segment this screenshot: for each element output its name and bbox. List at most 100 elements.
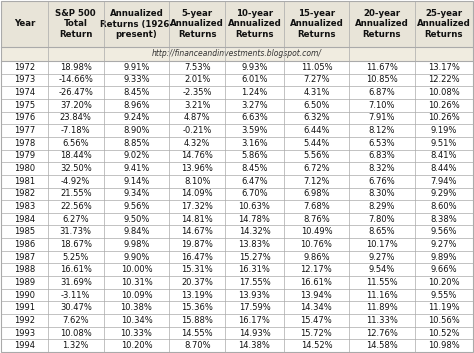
- Text: 1990: 1990: [14, 291, 35, 300]
- Text: 1973: 1973: [14, 76, 35, 84]
- Bar: [1, 301, 473, 314]
- Bar: [1, 276, 473, 289]
- Text: 6.70%: 6.70%: [241, 189, 268, 198]
- Bar: [1, 200, 473, 213]
- Bar: [1, 99, 473, 112]
- Text: 12.22%: 12.22%: [428, 76, 460, 84]
- Text: 1979: 1979: [14, 151, 35, 160]
- Text: 20-year
Annualized
Returns: 20-year Annualized Returns: [355, 9, 409, 39]
- Text: 9.56%: 9.56%: [123, 202, 150, 211]
- Text: 1987: 1987: [14, 253, 35, 262]
- Text: 13.94%: 13.94%: [301, 291, 332, 300]
- Text: 1989: 1989: [14, 278, 35, 287]
- Bar: [1, 213, 473, 226]
- Text: 10.09%: 10.09%: [121, 291, 152, 300]
- Text: 10.52%: 10.52%: [428, 329, 460, 337]
- Text: 10.76%: 10.76%: [301, 240, 332, 249]
- Text: 7.53%: 7.53%: [184, 63, 210, 72]
- Text: 7.80%: 7.80%: [369, 215, 395, 224]
- Text: 9.29%: 9.29%: [430, 189, 457, 198]
- Text: 9.27%: 9.27%: [369, 253, 395, 262]
- Text: 5-year
Annualized
Returns: 5-year Annualized Returns: [170, 9, 224, 39]
- Bar: [1, 61, 473, 74]
- Text: 16.47%: 16.47%: [182, 253, 213, 262]
- Text: 1994: 1994: [14, 341, 35, 350]
- Text: 13.83%: 13.83%: [238, 240, 271, 249]
- Text: 10.85%: 10.85%: [366, 76, 398, 84]
- Text: 1980: 1980: [14, 164, 35, 173]
- Text: 10.08%: 10.08%: [60, 329, 91, 337]
- Text: 11.67%: 11.67%: [366, 63, 398, 72]
- Text: 1978: 1978: [14, 139, 35, 148]
- Text: 14.52%: 14.52%: [301, 341, 332, 350]
- Text: 10.26%: 10.26%: [428, 113, 460, 122]
- Text: 1974: 1974: [14, 88, 35, 97]
- Text: 15.88%: 15.88%: [182, 316, 213, 325]
- Text: 10.56%: 10.56%: [428, 316, 460, 325]
- Text: 9.55%: 9.55%: [430, 291, 457, 300]
- Text: 9.34%: 9.34%: [123, 189, 150, 198]
- Text: 22.56%: 22.56%: [60, 202, 91, 211]
- Text: S&P 500
Total
Return: S&P 500 Total Return: [55, 9, 96, 39]
- Text: -7.18%: -7.18%: [61, 126, 91, 135]
- Text: 9.66%: 9.66%: [430, 265, 457, 274]
- Text: 1984: 1984: [14, 215, 35, 224]
- Text: 16.17%: 16.17%: [238, 316, 271, 325]
- Text: 14.09%: 14.09%: [182, 189, 213, 198]
- Text: 9.98%: 9.98%: [123, 240, 150, 249]
- Text: 14.32%: 14.32%: [238, 227, 270, 236]
- Text: 6.01%: 6.01%: [241, 76, 268, 84]
- Text: 1993: 1993: [14, 329, 35, 337]
- Text: 1983: 1983: [14, 202, 35, 211]
- Text: 8.30%: 8.30%: [369, 189, 395, 198]
- Text: 9.02%: 9.02%: [123, 151, 150, 160]
- Text: 6.47%: 6.47%: [241, 177, 268, 186]
- Text: 17.59%: 17.59%: [238, 303, 270, 312]
- Text: 10.17%: 10.17%: [366, 240, 398, 249]
- Bar: [1, 74, 473, 86]
- Text: 13.96%: 13.96%: [182, 164, 213, 173]
- Text: 1.24%: 1.24%: [241, 88, 268, 97]
- Text: 3.59%: 3.59%: [241, 126, 268, 135]
- Text: 9.41%: 9.41%: [123, 164, 150, 173]
- Bar: [1, 238, 473, 251]
- Text: 6.44%: 6.44%: [303, 126, 330, 135]
- Bar: [1, 289, 473, 301]
- Text: 6.76%: 6.76%: [368, 177, 395, 186]
- Bar: [1, 47, 473, 61]
- Text: 8.76%: 8.76%: [303, 215, 330, 224]
- Bar: [1, 339, 473, 352]
- Text: 8.44%: 8.44%: [430, 164, 457, 173]
- Text: 7.91%: 7.91%: [369, 113, 395, 122]
- Text: 21.55%: 21.55%: [60, 189, 91, 198]
- Text: 12.76%: 12.76%: [366, 329, 398, 337]
- Text: 1982: 1982: [14, 189, 35, 198]
- Bar: [1, 226, 473, 238]
- Text: 10.33%: 10.33%: [120, 329, 153, 337]
- Text: -2.35%: -2.35%: [182, 88, 212, 97]
- Text: 9.50%: 9.50%: [123, 215, 150, 224]
- Text: 8.70%: 8.70%: [184, 341, 210, 350]
- Text: 14.55%: 14.55%: [182, 329, 213, 337]
- Text: 18.67%: 18.67%: [60, 240, 92, 249]
- Text: 3.21%: 3.21%: [184, 101, 210, 110]
- Text: 18.44%: 18.44%: [60, 151, 91, 160]
- Text: 10.49%: 10.49%: [301, 227, 332, 236]
- Text: 1975: 1975: [14, 101, 35, 110]
- Text: 6.50%: 6.50%: [303, 101, 330, 110]
- Text: 32.50%: 32.50%: [60, 164, 91, 173]
- Text: 11.55%: 11.55%: [366, 278, 398, 287]
- Text: 7.27%: 7.27%: [303, 76, 330, 84]
- Text: -4.92%: -4.92%: [61, 177, 91, 186]
- Text: 9.51%: 9.51%: [430, 139, 457, 148]
- Text: 10.34%: 10.34%: [121, 316, 153, 325]
- Text: 1.32%: 1.32%: [63, 341, 89, 350]
- Text: 8.45%: 8.45%: [123, 88, 150, 97]
- Text: 9.27%: 9.27%: [430, 240, 457, 249]
- Text: 3.27%: 3.27%: [241, 101, 268, 110]
- Bar: [1, 112, 473, 124]
- Text: 15.72%: 15.72%: [301, 329, 332, 337]
- Text: 8.60%: 8.60%: [430, 202, 457, 211]
- Text: 8.38%: 8.38%: [430, 215, 457, 224]
- Text: 8.12%: 8.12%: [369, 126, 395, 135]
